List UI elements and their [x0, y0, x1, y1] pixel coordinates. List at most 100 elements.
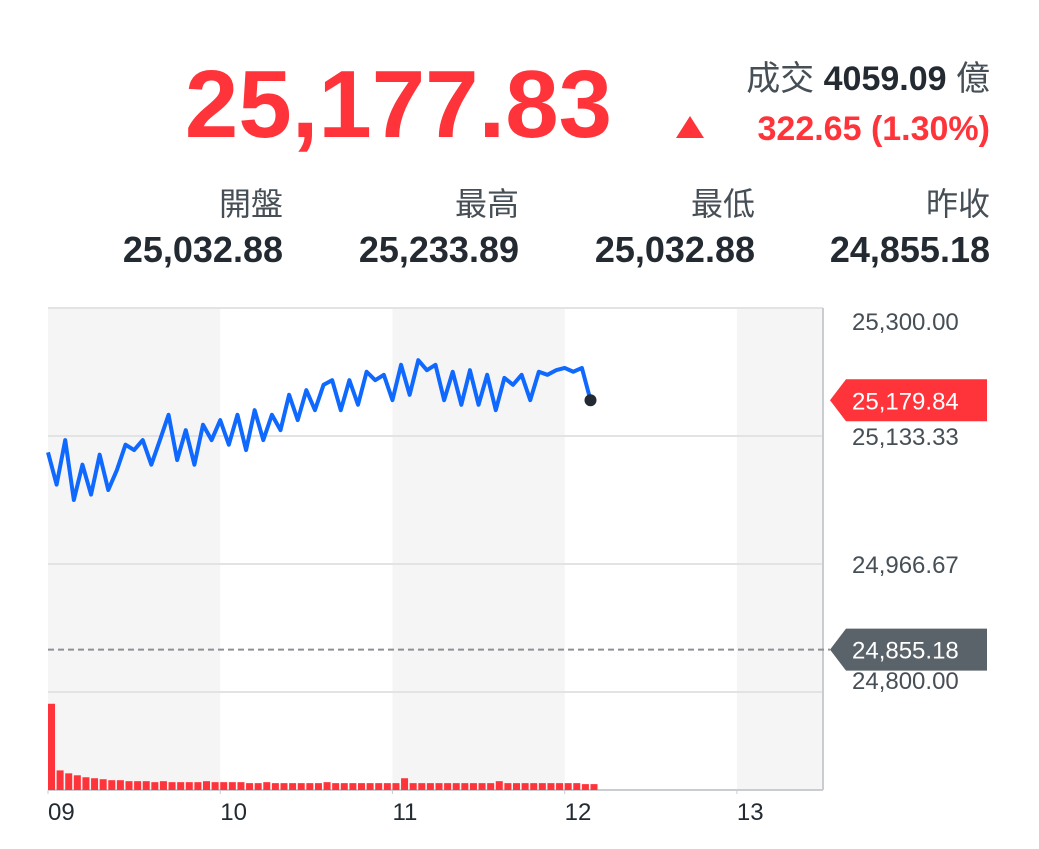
volume-bar	[590, 784, 598, 790]
volume-bar	[185, 782, 193, 790]
volume-bar	[358, 783, 365, 790]
volume-bar	[478, 783, 486, 790]
volume-bar	[73, 775, 81, 790]
volume-bar	[134, 781, 142, 790]
volume-bar	[504, 783, 512, 790]
x-tick-label: 12	[565, 799, 592, 826]
volume-bar	[151, 782, 159, 790]
previous-close-label: 24,855.18	[852, 638, 959, 665]
stat-label: 昨收	[926, 186, 990, 222]
volume-bar	[263, 782, 271, 790]
volume-bar	[392, 783, 400, 790]
volume-bar	[495, 781, 503, 790]
volume-bar	[530, 783, 538, 790]
volume-bar	[332, 783, 340, 790]
volume-bar	[469, 783, 477, 790]
volume-bar	[401, 778, 409, 790]
volume-bar	[108, 780, 116, 790]
volume-bar	[547, 783, 555, 790]
stat-value: 25,032.88	[123, 229, 283, 270]
x-tick-label: 11	[392, 799, 417, 826]
stat-value: 24,855.18	[830, 229, 990, 270]
volume: 4059.09	[824, 60, 947, 98]
volume-bar	[159, 781, 167, 790]
volume-bar	[383, 783, 391, 790]
chart: 25,300.00 25,133.33 24,966.67 24,800.00 09 10…	[46, 307, 987, 826]
volume-bar	[142, 781, 150, 790]
volume-bar	[538, 783, 546, 790]
y-tick-label: 25,133.33	[852, 424, 959, 451]
change: 322.65 (1.30%)	[758, 110, 991, 148]
volume-bar	[56, 770, 64, 790]
volume-bar	[349, 783, 357, 790]
volume-bar	[246, 783, 254, 790]
stats: 開盤 25,032.88 最高 25,233.89 最低 25,032.88 昨收 24,85…	[123, 186, 990, 270]
volume-bar	[409, 783, 417, 790]
volume-bar	[366, 783, 374, 790]
price-line	[46, 358, 593, 502]
volume-bar	[168, 782, 176, 790]
volume-bar	[314, 783, 322, 790]
stat-value: 25,233.89	[359, 229, 519, 270]
volume-bar	[177, 782, 185, 790]
volume-bar	[237, 782, 245, 790]
volume-bar	[375, 783, 383, 790]
session-band	[736, 308, 823, 790]
volume-bar	[194, 782, 202, 790]
volume-bar	[289, 783, 297, 790]
volume-bar	[581, 784, 589, 790]
volume-bar	[297, 783, 305, 790]
y-tick-label: 25,300.00	[852, 309, 959, 336]
volume-bar	[220, 782, 228, 790]
volume-unit: 億	[956, 60, 990, 98]
volume-label: 成交	[746, 60, 814, 98]
x-tick-label: 09	[48, 799, 75, 826]
stat-value: 25,032.88	[595, 229, 755, 270]
volume-bar	[116, 780, 124, 790]
last-price-label: 25,179.84	[852, 388, 959, 415]
stat-label: 最高	[455, 186, 519, 222]
session-band	[48, 308, 221, 790]
last-price-tag	[830, 379, 987, 422]
volume-bar	[211, 782, 219, 790]
volume-bar	[125, 781, 133, 790]
volume-bar	[435, 783, 443, 790]
x-tick-label: 10	[220, 799, 247, 826]
volume-bar	[340, 783, 348, 790]
volume-bar	[521, 783, 529, 790]
volume-bar	[254, 783, 262, 790]
last-point	[584, 394, 597, 407]
volume-bar	[91, 778, 99, 790]
volume-bar	[48, 703, 55, 790]
volume-bar	[513, 783, 520, 790]
volume-line: 成交 4059.09 億	[746, 60, 990, 98]
volume-bar	[82, 777, 90, 790]
volume-bar	[323, 782, 331, 790]
session-band	[392, 308, 565, 790]
volume-bar	[99, 779, 107, 790]
volume-bar	[556, 783, 564, 790]
stat-label: 最低	[691, 186, 755, 222]
y-tick-label: 24,800.00	[852, 668, 959, 695]
y-tick-label: 24,966.67	[852, 552, 959, 579]
volume-bar	[564, 783, 572, 790]
x-tick-label: 13	[737, 799, 764, 826]
volume-bar	[461, 783, 469, 790]
volume-bar	[203, 781, 210, 790]
volume-bar	[444, 783, 452, 790]
stat-label: 開盤	[219, 186, 283, 222]
volume-bar	[65, 773, 73, 790]
volume-bar	[306, 783, 314, 790]
volume-bar	[280, 783, 288, 790]
up-arrow	[676, 116, 704, 138]
previous-close-tag	[830, 628, 987, 671]
volume-bar	[573, 783, 581, 790]
volume-bar	[426, 783, 434, 790]
volume-bar	[418, 783, 426, 790]
volume-bar	[228, 782, 236, 790]
price: 25,177.83	[185, 51, 612, 158]
volume-bar	[487, 783, 495, 790]
volume-bar	[271, 783, 279, 790]
volume-bar	[452, 783, 460, 790]
